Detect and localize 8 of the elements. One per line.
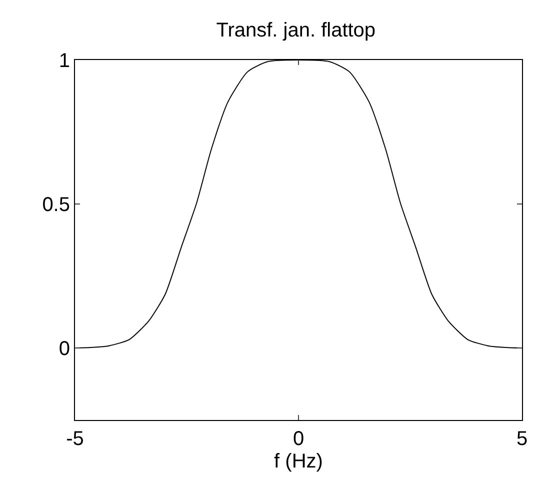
y-tick-label: 0.5 xyxy=(42,194,70,216)
y-tick-label: 1 xyxy=(58,50,70,72)
chart-title: Transf. jan. flattop xyxy=(216,19,376,42)
x-tick-label: -5 xyxy=(66,428,84,450)
x-axis-title: f (Hz) xyxy=(274,450,323,472)
x-tick-label: 0 xyxy=(292,428,304,450)
y-tick-label: 0 xyxy=(58,338,70,360)
x-tick-label: 5 xyxy=(516,428,528,450)
